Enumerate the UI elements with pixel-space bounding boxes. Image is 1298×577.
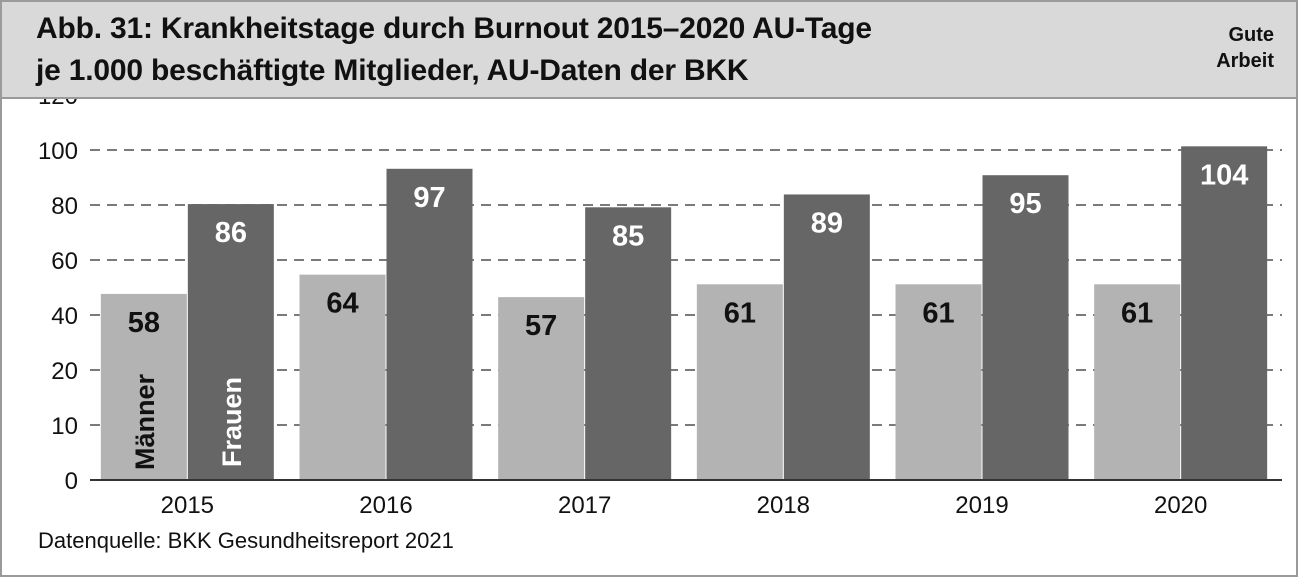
data-source-note: Datenquelle: BKK Gesundheitsreport 2021 [38, 528, 454, 553]
x-tick-label: 2017 [558, 492, 611, 519]
y-tick-label: 120 [38, 99, 78, 110]
bar-frauen [386, 168, 473, 480]
bar-frauen [783, 194, 870, 480]
series-name-label: Männer [130, 374, 160, 471]
bar-maenner [895, 284, 982, 480]
data-label: 95 [1009, 188, 1041, 220]
chart-title-line-2: je 1.000 beschäftigte Mitglieder, AU-Dat… [36, 54, 749, 87]
x-tick-label: 2016 [359, 492, 412, 519]
data-label: 64 [326, 288, 358, 320]
data-label: 89 [811, 207, 843, 239]
y-tick-label: 100 [38, 138, 78, 165]
data-label: 97 [413, 182, 445, 214]
brand-label-line-2: Arbeit [1216, 50, 1274, 72]
chart-title: Abb. 31: Krankheitstage durch Burnout 20… [36, 8, 872, 92]
brand-label: Gute Arbeit [1216, 22, 1274, 74]
data-label: 57 [525, 310, 557, 342]
data-label: 61 [724, 297, 756, 329]
series-name-label: Frauen [217, 377, 247, 467]
x-tick-label: 2018 [757, 492, 810, 519]
bar-maenner [299, 274, 386, 480]
bar-maenner [696, 284, 783, 480]
data-label: 61 [922, 297, 954, 329]
data-label: 104 [1200, 159, 1248, 191]
brand-label-line-1: Gute [1228, 24, 1274, 46]
data-label: 85 [612, 220, 644, 252]
bar-frauen [187, 204, 274, 480]
y-tick-label: 80 [51, 193, 78, 220]
bar-frauen [1181, 146, 1268, 481]
figure-header: Abb. 31: Krankheitstage durch Burnout 20… [2, 2, 1296, 99]
bar-maenner [498, 297, 585, 480]
data-label: 58 [128, 307, 160, 339]
x-tick-label: 2015 [161, 492, 214, 519]
x-tick-label: 2020 [1154, 492, 1207, 519]
bar-frauen [982, 175, 1069, 480]
y-tick-label: 20 [51, 358, 78, 385]
bar-frauen [585, 207, 672, 480]
x-tick-label: 2019 [955, 492, 1008, 519]
data-label: 61 [1121, 297, 1153, 329]
y-tick-label: 60 [51, 248, 78, 275]
chart-title-line-1: Abb. 31: Krankheitstage durch Burnout 20… [36, 12, 872, 45]
bar-maenner [1094, 284, 1181, 480]
y-tick-label: 10 [51, 413, 78, 440]
y-tick-label: 0 [65, 468, 78, 495]
data-label: 86 [215, 217, 247, 249]
y-tick-label: 40 [51, 303, 78, 330]
bar-maenner [100, 293, 187, 480]
